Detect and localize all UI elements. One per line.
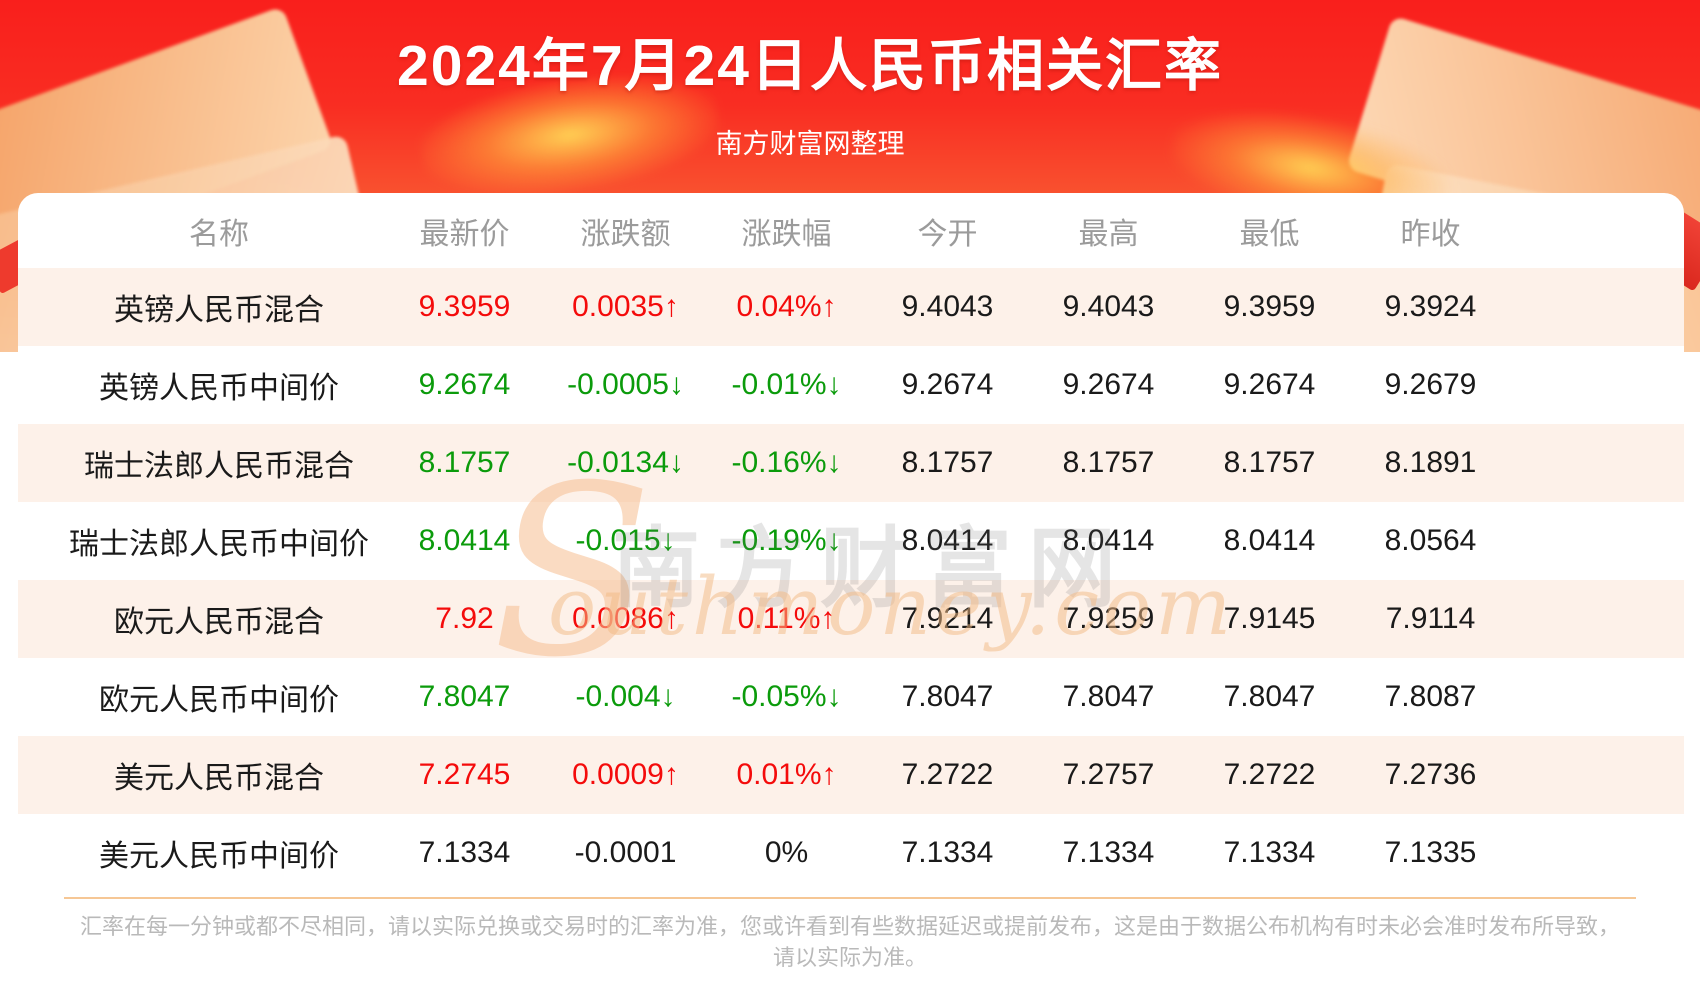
value-pct: -0.01%↓ <box>731 368 842 401</box>
value-prev_close: 8.0564 <box>1384 524 1477 557</box>
table-row: 美元人民币混合 7.2745 0.0009↑ 0.01%↑ 7.2722 7.2757 7.… <box>18 736 1684 814</box>
currency-pair-name: 瑞士法郎人民币中间价 <box>69 528 369 561</box>
value-latest: 8.1757 <box>418 446 511 479</box>
value-open: 8.1757 <box>901 446 994 479</box>
value-pct: -0.16%↓ <box>731 446 842 479</box>
value-high: 9.4043 <box>1062 290 1155 323</box>
table-row: 欧元人民币中间价 7.8047 -0.004↓ -0.05%↓ 7.8047 7.8047… <box>18 658 1684 736</box>
value-pct: -0.19%↓ <box>731 524 842 557</box>
currency-pair-name: 美元人民币混合 <box>114 762 324 795</box>
table-row: 欧元人民币混合 7.92 0.0086↑ 0.11%↑ 7.9214 7.9259 7.91… <box>18 580 1684 658</box>
table-body: 英镑人民币混合 9.3959 0.0035↑ 0.04%↑ 9.4043 9.4043 9.… <box>18 268 1684 892</box>
value-open: 7.2722 <box>901 758 994 791</box>
value-low: 9.3959 <box>1223 290 1316 323</box>
value-prev_close: 9.2679 <box>1384 368 1477 401</box>
value-pct: 0% <box>764 836 809 869</box>
value-low: 7.8047 <box>1223 680 1316 713</box>
value-low: 7.2722 <box>1223 758 1316 791</box>
column-header: 涨跌额 <box>580 217 671 251</box>
column-header: 最新价 <box>419 217 510 251</box>
currency-pair-name: 欧元人民币中间价 <box>99 684 339 717</box>
value-high: 7.8047 <box>1062 680 1155 713</box>
value-latest: 7.8047 <box>418 680 511 713</box>
value-pct: 0.04%↑ <box>736 290 837 323</box>
value-high: 7.1334 <box>1062 836 1155 869</box>
value-high: 8.1757 <box>1062 446 1155 479</box>
value-change: -0.0134↓ <box>567 446 684 479</box>
value-open: 7.1334 <box>901 836 994 869</box>
table-row: 美元人民币中间价 7.1334 -0.0001 0% 7.1334 7.1334 7.133… <box>18 814 1684 892</box>
table-row: 英镑人民币中间价 9.2674 -0.0005↓ -0.01%↓ 9.2674 9.267… <box>18 346 1684 424</box>
value-high: 7.9259 <box>1062 602 1155 635</box>
value-prev_close: 9.3924 <box>1384 290 1477 323</box>
value-low: 9.2674 <box>1223 368 1316 401</box>
value-change: -0.0001 <box>574 836 677 869</box>
value-prev_close: 7.9114 <box>1385 602 1476 635</box>
disclaimer-line2: 请以实际为准。 <box>772 945 927 970</box>
value-latest: 7.2745 <box>418 758 511 791</box>
value-pct: 0.01%↑ <box>736 758 837 791</box>
table-row: 英镑人民币混合 9.3959 0.0035↑ 0.04%↑ 9.4043 9.4043 9.… <box>18 268 1684 346</box>
value-high: 7.2757 <box>1062 758 1155 791</box>
value-high: 8.0414 <box>1062 524 1155 557</box>
column-header: 涨跌幅 <box>741 217 832 251</box>
value-change: -0.015↓ <box>575 524 676 557</box>
table-row: 瑞士法郎人民币中间价 8.0414 -0.015↓ -0.19%↓ 8.0414 8.04… <box>18 502 1684 580</box>
value-change: 0.0009↑ <box>572 758 679 791</box>
value-latest: 9.2674 <box>418 368 511 401</box>
value-open: 9.2674 <box>901 368 994 401</box>
column-header: 名称 <box>189 217 249 251</box>
currency-pair-name: 瑞士法郎人民币混合 <box>84 450 354 483</box>
value-prev_close: 7.1335 <box>1384 836 1477 869</box>
column-header: 最高 <box>1078 217 1139 251</box>
currency-pair-name: 英镑人民币中间价 <box>99 372 339 405</box>
column-header: 今开 <box>917 217 978 251</box>
value-low: 8.1757 <box>1223 446 1316 479</box>
table-header-row: 名称 最新价 涨跌额 涨跌幅 今开 最高 最低 昨收 <box>18 193 1684 268</box>
value-open: 9.4043 <box>901 290 994 323</box>
value-change: -0.004↓ <box>575 680 676 713</box>
value-high: 9.2674 <box>1062 368 1155 401</box>
currency-pair-name: 英镑人民币混合 <box>114 294 324 327</box>
value-low: 8.0414 <box>1223 524 1316 557</box>
currency-pair-name: 美元人民币中间价 <box>99 840 339 873</box>
value-open: 7.9214 <box>901 602 994 635</box>
disclaimer-line1: 汇率在每一分钟或都不尽相同，请以实际兑换或交易时的汇率为准，您或许看到有些数据延… <box>79 914 1620 939</box>
value-prev_close: 7.2736 <box>1384 758 1477 791</box>
value-change: 0.0035↑ <box>572 290 679 323</box>
value-pct: -0.05%↓ <box>731 680 842 713</box>
value-latest: 9.3959 <box>418 290 511 323</box>
value-open: 7.8047 <box>901 680 994 713</box>
column-header: 最低 <box>1239 217 1300 251</box>
value-pct: 0.11%↑ <box>737 602 836 635</box>
value-prev_close: 8.1891 <box>1384 446 1477 479</box>
subtitle: 南方财富网整理 <box>715 129 905 159</box>
value-prev_close: 7.8087 <box>1384 680 1477 713</box>
table-row: 瑞士法郎人民币混合 8.1757 -0.0134↓ -0.16%↓ 8.1757 8.17… <box>18 424 1684 502</box>
value-open: 8.0414 <box>901 524 994 557</box>
value-low: 7.9145 <box>1223 602 1316 635</box>
rates-table-card: 名称 最新价 涨跌额 涨跌幅 今开 最高 最低 昨收 英镑人民币混合 9.3959 0.0035↑… <box>18 193 1684 892</box>
value-latest: 8.0414 <box>418 524 511 557</box>
value-latest: 7.92 <box>435 602 494 635</box>
disclaimer: 汇率在每一分钟或都不尽相同，请以实际兑换或交易时的汇率为准，您或许看到有些数据延… <box>0 911 1700 973</box>
title-block: 2024年7月24日人民币相关汇率 南方财富网整理 <box>0 20 1620 161</box>
value-low: 7.1334 <box>1223 836 1316 869</box>
value-latest: 7.1334 <box>418 836 511 869</box>
column-header: 昨收 <box>1400 217 1461 251</box>
value-change: -0.0005↓ <box>567 368 684 401</box>
page-title: 2024年7月24日人民币相关汇率 <box>397 34 1223 98</box>
value-change: 0.0086↑ <box>572 602 679 635</box>
currency-pair-name: 欧元人民币混合 <box>114 606 324 639</box>
footer-divider <box>64 897 1636 899</box>
